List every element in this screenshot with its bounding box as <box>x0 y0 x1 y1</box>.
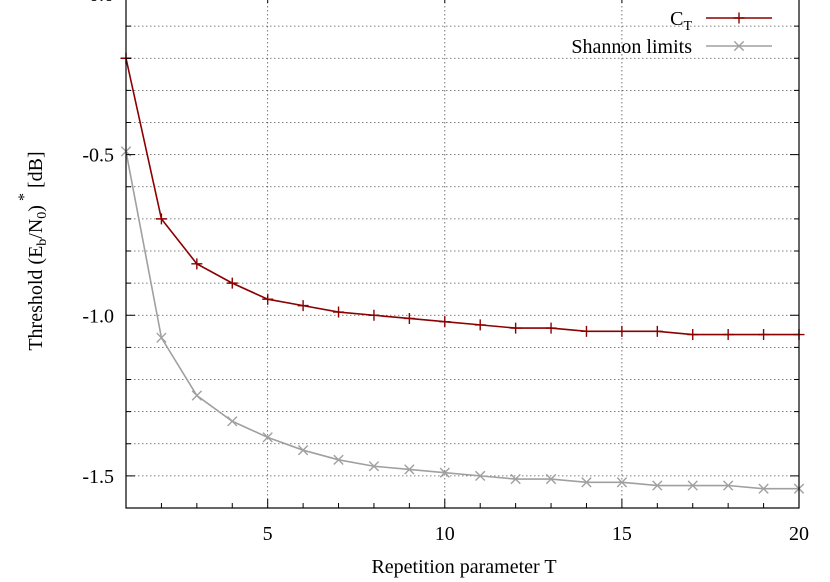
y-axis-label: Threshold (Eb/N0)* [dB] <box>16 151 50 350</box>
x-tick-label: 20 <box>789 523 809 545</box>
data-point <box>368 309 380 321</box>
data-point <box>616 325 628 337</box>
data-point <box>297 445 309 456</box>
data-point <box>758 329 770 341</box>
y-tick-label: -1.5 <box>82 466 114 488</box>
data-point <box>545 322 557 334</box>
data-point <box>758 483 769 494</box>
x-tick-label: 5 <box>263 523 273 545</box>
data-point <box>439 467 450 478</box>
data-point <box>404 464 415 475</box>
data-point <box>651 325 663 337</box>
data-point <box>545 473 557 485</box>
data-point <box>616 477 628 488</box>
data-point <box>733 40 745 52</box>
data-point <box>580 325 592 337</box>
grid-layer <box>126 0 800 509</box>
data-point <box>155 213 167 225</box>
data-point <box>191 390 203 401</box>
series-line <box>125 151 799 490</box>
data-point <box>722 480 734 491</box>
data-point <box>333 454 344 465</box>
series-line <box>125 58 799 336</box>
series-ct <box>120 52 805 341</box>
x-axis-label: Repetition parameter T <box>371 556 556 578</box>
data-point <box>474 319 486 331</box>
data-point <box>687 480 698 491</box>
data-point <box>297 300 309 312</box>
data-point <box>262 432 273 443</box>
data-point <box>510 473 521 485</box>
data-point <box>722 329 734 341</box>
tick-layer: 5 10 15 20 0.0 -0.5 -1.0 -1.5 <box>82 0 809 545</box>
data-point <box>475 470 486 482</box>
data-point <box>733 12 745 24</box>
data-point <box>156 332 167 343</box>
data-point <box>439 316 451 328</box>
series-layer <box>120 52 805 494</box>
y-tick-label: -1.0 <box>82 305 114 327</box>
data-point <box>403 312 415 324</box>
data-point <box>652 480 663 491</box>
data-point <box>368 461 380 472</box>
data-point <box>226 277 238 289</box>
data-point <box>333 306 345 318</box>
legend-label: CT <box>670 8 692 34</box>
data-point <box>581 477 592 488</box>
data-point <box>191 258 203 270</box>
data-point <box>262 293 274 305</box>
y-tick-label: 0.0 <box>89 0 114 6</box>
legend-label: Shannon limits <box>571 36 692 58</box>
data-point <box>687 329 699 341</box>
data-point <box>510 322 522 334</box>
data-point <box>227 416 238 427</box>
x-tick-label: 10 <box>435 523 455 545</box>
series-shannon-limits <box>120 146 805 494</box>
plot-frame <box>125 0 800 509</box>
y-tick-label: -0.5 <box>82 145 114 167</box>
x-tick-label: 15 <box>612 523 632 545</box>
